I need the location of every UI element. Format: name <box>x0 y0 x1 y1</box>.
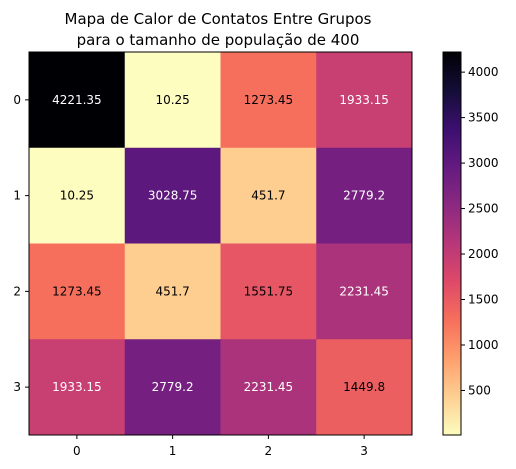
heatmap-cell <box>220 52 317 149</box>
colorbar-axis: 500 1000 1500 2000 2500 3000 3500 4000 <box>461 65 499 397</box>
heatmap-cell <box>316 52 413 149</box>
heatmap-cell <box>220 147 317 244</box>
heatmap-cell-label: 1933.15 <box>339 93 389 107</box>
heatmap-cell-label: 2779.2 <box>152 380 194 394</box>
chart-title-line-1: Mapa de Calor de Contatos Entre Grupos <box>65 10 372 28</box>
heatmap-cell <box>124 339 221 436</box>
colorbar <box>442 51 462 436</box>
heatmap-cell-label: 1933.15 <box>52 380 102 394</box>
heatmap-cell-label: 451.7 <box>251 189 285 203</box>
colorbar-tick-label: 2500 <box>468 202 499 216</box>
heatmap-cell <box>220 243 317 340</box>
x-axis: 0 1 2 3 <box>73 435 368 458</box>
y-axis: 0 1 2 3 <box>13 93 29 394</box>
colorbar-tick-label: 500 <box>468 383 491 397</box>
colorbar-tick-label: 1000 <box>468 338 499 352</box>
heatmap-cell-label: 1273.45 <box>52 284 102 298</box>
heatmap-cell <box>124 243 221 340</box>
heatmap-cell-label: 3028.75 <box>148 189 198 203</box>
heatmap-cell-labels: 4221.35 10.25 1273.45 1933.15 10.25 3028.75 45… <box>52 93 389 394</box>
colorbar-tick-label: 3500 <box>468 111 499 125</box>
y-tick-label: 0 <box>13 93 21 107</box>
colorbar-tick-label: 1500 <box>468 293 499 307</box>
colorbar-tick-label: 2000 <box>468 247 499 261</box>
heatmap-cells <box>29 52 413 436</box>
x-tick-label: 3 <box>360 444 368 458</box>
x-tick-label: 0 <box>73 444 81 458</box>
heatmap-cell <box>29 147 126 244</box>
heatmap-cell-label: 2231.45 <box>339 284 389 298</box>
x-tick-label: 1 <box>169 444 177 458</box>
heatmap-cell <box>29 52 126 149</box>
chart-title-line-2: para o tamanho de população de 400 <box>77 31 360 49</box>
heatmap-cell-label: 1449.8 <box>343 380 385 394</box>
heatmap-cell-label: 2779.2 <box>343 189 385 203</box>
y-tick-label: 2 <box>13 284 21 298</box>
y-tick-label: 3 <box>13 380 21 394</box>
heatmap-cell <box>316 243 413 340</box>
heatmap-cell-label: 2231.45 <box>244 380 294 394</box>
heatmap-cell <box>316 147 413 244</box>
heatmap-cell-label: 1551.75 <box>244 284 294 298</box>
heatmap-cell-label: 10.25 <box>60 189 94 203</box>
heatmap-frame <box>28 51 413 436</box>
heatmap-cell <box>316 339 413 436</box>
heatmap-cell <box>124 147 221 244</box>
heatmap-cell-label: 1273.45 <box>244 93 294 107</box>
colorbar-tick-label: 4000 <box>468 65 499 79</box>
heatmap-cell <box>29 339 126 436</box>
heatmap-cell-label: 10.25 <box>155 93 189 107</box>
heatmap-cell <box>220 339 317 436</box>
heatmap-cell <box>124 52 221 149</box>
heatmap-cell <box>29 243 126 340</box>
colorbar-tick-label: 3000 <box>468 156 499 170</box>
x-tick-label: 2 <box>265 444 273 458</box>
heatmap-cell-label: 4221.35 <box>52 93 102 107</box>
y-tick-label: 1 <box>13 189 21 203</box>
heatmap-cell-label: 451.7 <box>155 284 189 298</box>
